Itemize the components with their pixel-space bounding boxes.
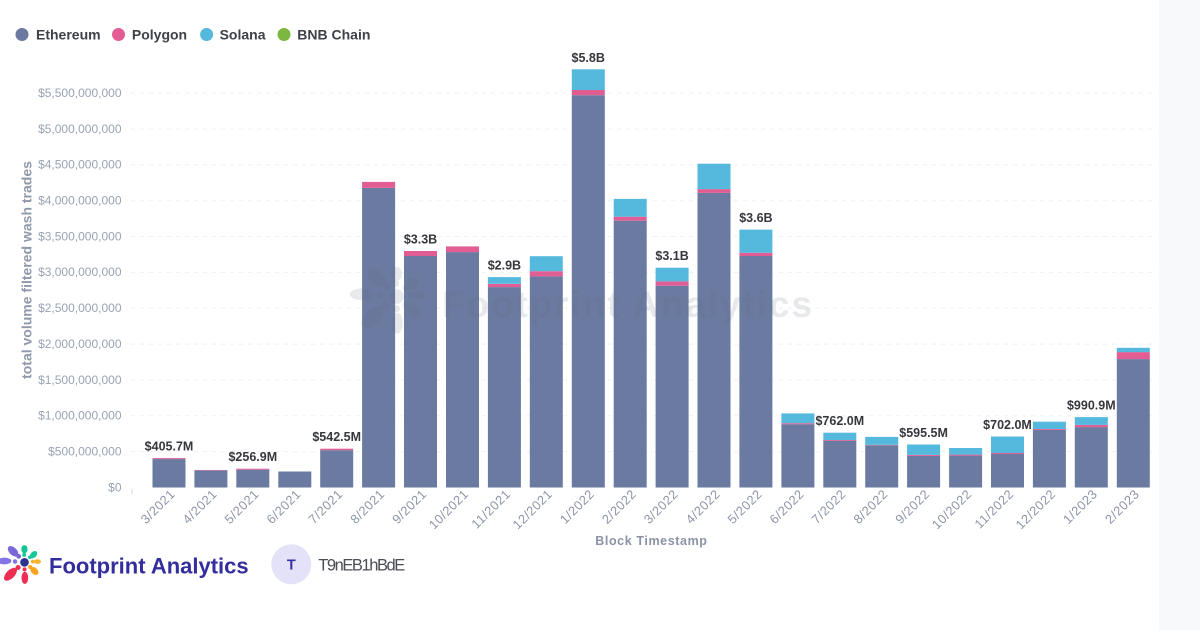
- svg-text:Solana: Solana: [220, 26, 266, 42]
- svg-text:$3.3B: $3.3B: [404, 233, 437, 247]
- svg-text:$5,500,000,000: $5,500,000,000: [38, 86, 122, 100]
- svg-text:$762.0M: $762.0M: [815, 414, 864, 428]
- svg-text:$4,500,000,000: $4,500,000,000: [38, 158, 122, 172]
- svg-text:Footprint Analytics: Footprint Analytics: [49, 554, 249, 579]
- svg-text:$3.1B: $3.1B: [655, 249, 688, 263]
- svg-text:$5,000,000,000: $5,000,000,000: [38, 122, 122, 136]
- svg-text:T: T: [287, 558, 296, 574]
- svg-text:T9nEB1hBdE: T9nEB1hBdE: [318, 556, 405, 574]
- svg-text:Ethereum: Ethereum: [36, 26, 101, 42]
- svg-text:$2.9B: $2.9B: [488, 259, 521, 273]
- svg-text:$256.9M: $256.9M: [228, 450, 277, 464]
- svg-text:$3.6B: $3.6B: [739, 211, 772, 225]
- svg-text:$595.5M: $595.5M: [899, 426, 948, 440]
- svg-text:$405.7M: $405.7M: [145, 440, 194, 454]
- svg-text:$990.9M: $990.9M: [1067, 399, 1116, 413]
- svg-text:$702.0M: $702.0M: [983, 418, 1032, 432]
- svg-text:$4,000,000,000: $4,000,000,000: [38, 194, 122, 208]
- svg-text:$500,000,000: $500,000,000: [48, 444, 122, 458]
- svg-text:Footprint Analytics: Footprint Analytics: [442, 284, 814, 325]
- svg-text:Polygon: Polygon: [132, 26, 187, 42]
- svg-text:$2,500,000,000: $2,500,000,000: [38, 301, 122, 315]
- svg-text:$0: $0: [108, 480, 122, 494]
- svg-text:$542.5M: $542.5M: [312, 430, 361, 444]
- svg-text:total volume filtered wash tra: total volume filtered wash trades: [19, 161, 35, 379]
- svg-text:Block Timestamp: Block Timestamp: [595, 534, 707, 548]
- svg-text:$3,000,000,000: $3,000,000,000: [38, 265, 122, 279]
- svg-text:$1,500,000,000: $1,500,000,000: [38, 373, 122, 387]
- svg-text:BNB Chain: BNB Chain: [297, 26, 370, 42]
- svg-text:$5.8B: $5.8B: [572, 51, 605, 65]
- svg-text:$2,000,000,000: $2,000,000,000: [38, 337, 122, 351]
- svg-text:$1,000,000,000: $1,000,000,000: [38, 409, 122, 423]
- svg-text:$3,500,000,000: $3,500,000,000: [38, 229, 122, 243]
